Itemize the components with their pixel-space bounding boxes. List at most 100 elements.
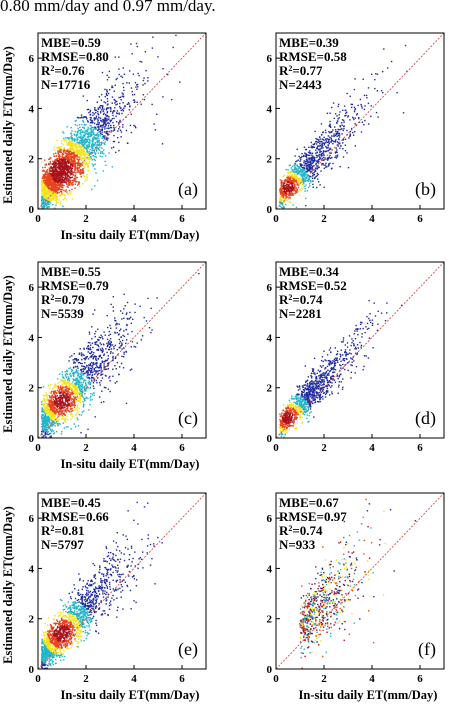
scatter-point <box>95 364 98 366</box>
scatter-point <box>332 140 334 142</box>
scatter-point <box>289 182 292 184</box>
scatter-point <box>54 199 56 201</box>
scatter-point <box>126 312 128 314</box>
scatter-point <box>323 167 326 170</box>
scatter-point <box>61 157 63 159</box>
scatter-point <box>396 91 398 94</box>
scatter-point <box>91 163 94 165</box>
scatter-point <box>86 153 89 156</box>
scatter-point <box>82 130 84 132</box>
scatter-point <box>100 334 102 336</box>
scatter-point <box>78 144 80 146</box>
scatter-point <box>112 121 114 124</box>
scatter-point <box>329 136 331 139</box>
scatter-point <box>107 355 110 357</box>
scatter-point <box>49 162 52 165</box>
scatter-point <box>48 195 50 197</box>
scatter-point <box>281 191 283 194</box>
scatter-point <box>70 191 73 193</box>
scatter-point <box>41 193 43 195</box>
scatter-point <box>90 134 92 136</box>
scatter-point <box>280 187 282 189</box>
scatter-point <box>115 327 118 329</box>
scatter-point <box>131 341 134 343</box>
scatter-point <box>49 179 51 181</box>
scatter-point <box>65 389 67 391</box>
scatter-point <box>61 154 64 156</box>
scatter-point <box>64 167 66 169</box>
scatter-point <box>71 198 74 200</box>
scatter-point <box>104 155 107 157</box>
scatter-point <box>87 348 89 351</box>
scatter-point <box>46 405 48 407</box>
scatter-point <box>109 337 112 340</box>
scatter-point <box>53 392 56 394</box>
scatter-point <box>76 148 78 150</box>
scatter-point <box>75 150 77 152</box>
scatter-point <box>80 141 83 143</box>
scatter-point <box>115 101 117 103</box>
scatter-point <box>60 164 62 167</box>
scatter-point <box>302 175 305 177</box>
scatter-point <box>61 412 63 414</box>
scatter-point <box>89 384 92 386</box>
scatter-point <box>76 176 79 179</box>
scatter-point <box>49 177 51 180</box>
scatter-point <box>98 345 100 348</box>
scatter-point <box>83 116 85 118</box>
scatter-point <box>318 158 321 161</box>
scatter-point <box>104 366 106 368</box>
scatter-point <box>86 145 89 148</box>
scatter-point <box>52 181 54 183</box>
scatter-point <box>72 152 75 155</box>
scatter-point <box>292 176 294 178</box>
scatter-point <box>70 375 72 378</box>
scatter-point <box>287 178 289 180</box>
scatter-point <box>316 147 318 149</box>
scatter-point <box>79 136 82 138</box>
scatter-point <box>41 184 43 187</box>
scatter-point <box>77 391 79 393</box>
scatter-point <box>315 140 318 143</box>
scatter-point <box>69 356 71 358</box>
scatter-point <box>70 384 72 386</box>
scatter-point <box>81 362 83 365</box>
scatter-point <box>48 187 51 189</box>
scatter-point <box>316 168 319 170</box>
scatter-point <box>151 103 153 106</box>
scatter-point <box>338 138 340 141</box>
scatter-point <box>95 372 97 374</box>
scatter-point <box>97 377 99 379</box>
scatter-point <box>186 12 187 13</box>
scatter-point <box>47 178 49 181</box>
scatter-point <box>66 144 68 147</box>
scatter-point <box>81 140 83 142</box>
scatter-point <box>41 203 43 205</box>
scatter-point <box>73 397 76 399</box>
scatter-point <box>125 342 127 345</box>
scatter-point <box>46 171 48 173</box>
scatter-point <box>326 150 328 152</box>
x-tick-label: 6 <box>179 213 185 225</box>
scatter-point <box>77 138 79 140</box>
scatter-point <box>80 137 83 140</box>
scatter-point <box>338 136 341 138</box>
scatter-point <box>305 177 308 179</box>
scatter-point <box>54 179 56 181</box>
scatter-point <box>119 119 121 122</box>
scatter-point <box>341 128 343 130</box>
scatter-point <box>283 206 285 209</box>
scatter-point <box>108 88 111 91</box>
scatter-point <box>286 177 288 179</box>
scatter-point <box>50 186 52 188</box>
scatter-point <box>289 193 291 196</box>
scatter-point <box>74 120 77 122</box>
scatter-point <box>82 183 84 185</box>
scatter-point <box>50 409 53 411</box>
point-cloud <box>38 262 206 438</box>
scatter-point <box>68 137 70 139</box>
scatter-point <box>63 151 65 153</box>
scatter-point <box>67 162 70 164</box>
scatter-point <box>46 396 48 399</box>
scatter-point <box>91 142 94 144</box>
